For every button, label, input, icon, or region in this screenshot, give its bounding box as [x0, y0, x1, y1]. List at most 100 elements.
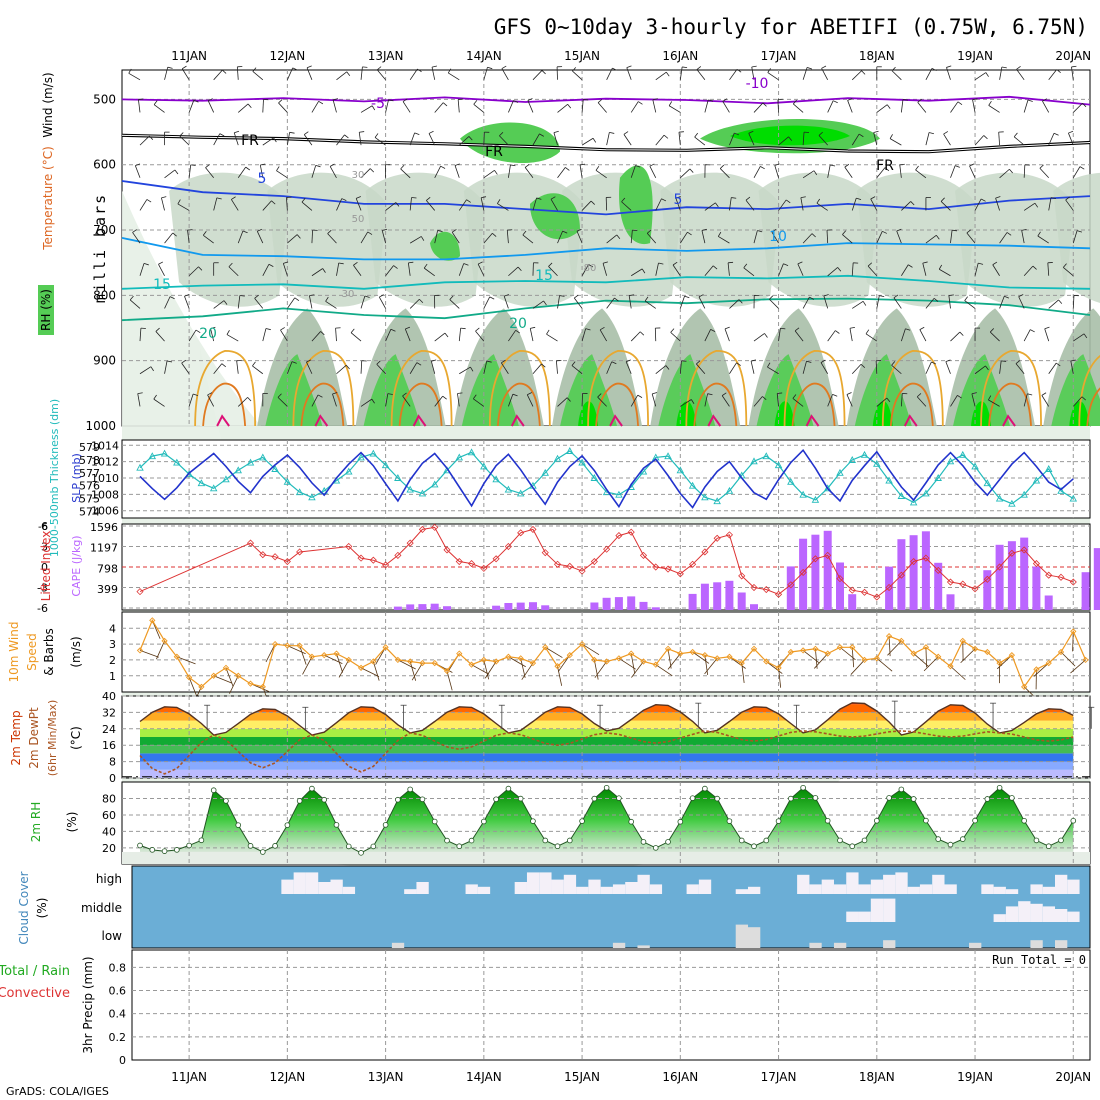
wind-barb: [899, 163, 905, 178]
rh2m-unit-label: (%): [65, 812, 79, 833]
wind-barb: [236, 359, 242, 374]
wind10m-barb: [411, 662, 423, 681]
lifted-index-point: [774, 590, 783, 598]
tick-label: 24: [102, 723, 116, 736]
lifted-index-point: [504, 542, 512, 551]
wind10m-barb: [667, 653, 681, 670]
lifted-index-point: [1057, 573, 1065, 581]
thickness-point: [873, 459, 881, 467]
wind-barb: [900, 328, 911, 342]
cloud-high-block: [919, 884, 933, 894]
cloud-high-block: [404, 889, 417, 894]
isotherm-35: [805, 414, 820, 427]
rh2m-point: [333, 822, 340, 828]
cloud-high-block: [993, 886, 1006, 894]
rh-patch: [267, 172, 388, 307]
wind-barb: [499, 132, 509, 146]
wind-barb: [262, 393, 268, 407]
isotherm-35: [903, 414, 918, 427]
cloud-high-block: [612, 884, 626, 894]
tick-label: 578: [79, 454, 100, 467]
wind-speed-point: [161, 637, 168, 645]
rh-patch: [169, 172, 290, 307]
thickness-point: [516, 489, 525, 497]
lifted-index-point: [922, 554, 930, 562]
wind-barb: [974, 365, 989, 375]
rh2m-point: [1009, 795, 1015, 801]
thickness-point: [418, 489, 427, 497]
wind-barb: [153, 100, 165, 113]
wind10m-barb: [850, 659, 865, 675]
thickness-point: [271, 465, 279, 472]
wind-barb: [557, 167, 570, 179]
wind10m-barb: [299, 645, 307, 665]
wind-barb: [407, 261, 414, 276]
wind-speed-point: [284, 642, 291, 649]
wind-barb: [557, 397, 571, 407]
cloud-high-block: [686, 884, 699, 894]
wind-barb: [1039, 164, 1050, 179]
wind-barb: [184, 294, 190, 309]
wind-barb: [473, 100, 485, 113]
rh2m-point: [1033, 837, 1040, 844]
wind-barb: [875, 360, 882, 374]
wind-barb: [526, 392, 534, 407]
contour-label: FR: [241, 133, 259, 149]
wind-barb: [655, 262, 664, 276]
wind-speed-point: [370, 658, 377, 665]
wind-barb: [802, 131, 810, 146]
thickness-point: [811, 495, 820, 503]
wind-barb: [722, 98, 730, 113]
cape-bar: [713, 582, 722, 610]
tick-label: -6: [37, 602, 48, 615]
cloud-high-block: [821, 879, 834, 894]
contour-label: -5: [371, 96, 385, 112]
lifted-index-point: [725, 531, 734, 539]
temperature-axis-label: Temperature (°C): [41, 146, 55, 251]
wind-speed-point: [492, 658, 500, 665]
cloud-high-block: [698, 879, 712, 894]
rh-patch: [430, 231, 460, 261]
wind-barb: [454, 163, 460, 178]
wind-barb: [802, 233, 816, 244]
cloud-high-block: [895, 872, 908, 894]
thickness-point: [1020, 490, 1028, 498]
temperature-panel: 0 8 16 24 32 40 2m Temp 2m DewPt (6hr Min/Max…: [9, 690, 1095, 785]
wind-barb: [287, 297, 300, 309]
cloud-middle-block: [1030, 903, 1043, 922]
lifted-index-line: [136, 523, 1077, 601]
wind-barb: [210, 326, 216, 342]
wind-speed-point: [554, 663, 561, 670]
tick-label: 900: [93, 354, 116, 368]
wind-barb: [384, 164, 391, 178]
wind-speed-point: [836, 644, 844, 651]
lifted-index-point: [701, 548, 709, 556]
cape-bar: [639, 601, 648, 610]
wind-barb: [385, 99, 394, 113]
wind10m-barb: [372, 661, 380, 681]
wind-barb: [998, 131, 1004, 146]
wind-barb: [729, 132, 740, 146]
cape-bar: [811, 534, 820, 610]
wind-barb: [350, 328, 362, 342]
wind-speed-point: [812, 645, 819, 652]
thickness-point: [173, 458, 181, 466]
cloud-high-block: [1042, 886, 1056, 894]
wind-barb: [532, 300, 547, 309]
wind-speed-point: [615, 655, 623, 662]
pressure-axis-label: milli bars: [91, 193, 109, 303]
wind-barb: [876, 397, 891, 407]
rh2m-point: [259, 849, 266, 855]
wind-speed-point: [566, 652, 573, 659]
cloud-low-block: [637, 945, 650, 948]
lifted-index-point: [1032, 560, 1041, 568]
wind-barb: [606, 67, 618, 80]
tick-label: 40: [102, 690, 116, 703]
wind-speed-point: [861, 656, 868, 664]
wind-barb: [139, 327, 146, 342]
wind10m-barb: [229, 675, 239, 694]
wind-barb: [402, 392, 411, 407]
lifted-index-point: [639, 551, 648, 559]
wind-speed-point: [136, 647, 144, 654]
